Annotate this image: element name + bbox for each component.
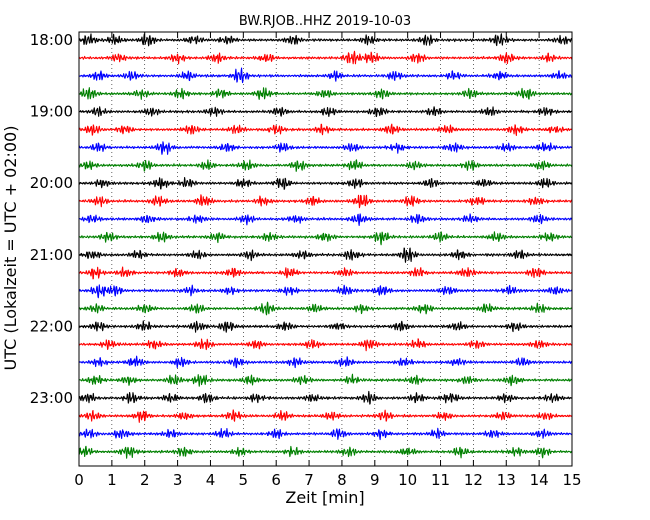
trace-2330 — [78, 427, 573, 441]
trace-2045 — [78, 231, 573, 246]
trace-1815 — [78, 50, 573, 65]
trace-2015 — [78, 194, 573, 209]
y-tick-label: 20:00 — [30, 174, 73, 192]
x-tick-label: 14 — [530, 471, 549, 489]
trace-2145 — [78, 301, 573, 316]
x-tick-label: 2 — [140, 471, 150, 489]
trace-2030 — [78, 213, 573, 227]
x-tick-label: 15 — [562, 471, 581, 489]
trace-1930 — [78, 141, 573, 155]
x-tick-label: 9 — [370, 471, 380, 489]
trace-2345 — [78, 445, 573, 459]
chart-title: BW.RJOB..HHZ 2019-10-03 — [239, 14, 411, 29]
trace-1800 — [78, 33, 573, 47]
trace-1945 — [78, 159, 573, 172]
x-tick-label: 7 — [304, 471, 314, 489]
x-tick-label: 3 — [173, 471, 183, 489]
x-tick-label: 13 — [497, 471, 516, 489]
x-tick-label: 4 — [206, 471, 216, 489]
trace-2000 — [78, 176, 573, 190]
trace-2100 — [78, 247, 573, 263]
trace-2245 — [78, 373, 573, 387]
y-tick-label: 21:00 — [30, 246, 73, 264]
trace-2200 — [78, 320, 573, 333]
x-tick-label: 10 — [398, 471, 417, 489]
y-tick-label: 19:00 — [30, 103, 73, 121]
x-axis-label: Zeit [min] — [285, 488, 364, 507]
y-axis-label: UTC (Lokalzeit = UTC + 02:00) — [1, 126, 20, 371]
y-tick-label: 22:00 — [30, 317, 73, 335]
seismic-traces — [78, 33, 573, 459]
trace-1915 — [78, 123, 573, 136]
trace-2230 — [78, 355, 573, 369]
x-tick-label: 8 — [337, 471, 347, 489]
x-tick-label: 1 — [107, 471, 117, 489]
trace-2300 — [78, 390, 573, 405]
trace-2115 — [78, 266, 573, 280]
x-tick-label: 6 — [271, 471, 281, 489]
x-axis-ticks: 0 1 2 3 4 5 6 7 8 9 10 11 12 13 14 15 — [74, 32, 582, 489]
x-tick-label: 11 — [431, 471, 450, 489]
x-tick-label: 5 — [239, 471, 249, 489]
trace-1900 — [78, 106, 573, 118]
plot-frame — [78, 31, 573, 467]
trace-2315 — [78, 409, 573, 423]
x-gridlines — [111, 32, 540, 466]
y-axis-ticks: 18:00 19:00 20:00 21:00 22:00 23:00 — [30, 31, 572, 407]
trace-2215 — [78, 338, 573, 352]
y-tick-label: 18:00 — [30, 31, 73, 49]
x-tick-label: 12 — [464, 471, 483, 489]
trace-2130 — [78, 284, 573, 299]
trace-1845 — [78, 87, 573, 100]
trace-1830 — [78, 67, 573, 84]
y-tick-label: 23:00 — [30, 389, 73, 407]
x-tick-label: 0 — [74, 471, 84, 489]
